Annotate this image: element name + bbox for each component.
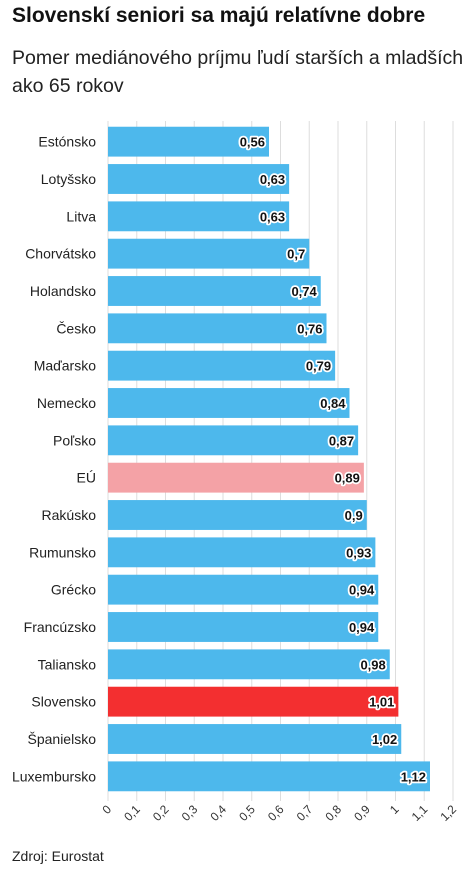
data-label: 0,9 xyxy=(345,508,363,523)
bar xyxy=(108,388,350,418)
bar xyxy=(108,350,336,381)
chart-subtitle: Pomer mediánového príjmu ľudí starších a… xyxy=(12,47,464,97)
bar xyxy=(108,238,310,269)
data-label: 1,02 xyxy=(372,732,397,747)
tick-label: 0,2 xyxy=(150,802,172,824)
chart-title: Slovenskí seniori sa majú relatívne dobr… xyxy=(12,4,426,27)
data-label: 0,89 xyxy=(335,471,360,486)
tick-label: 0,1 xyxy=(121,802,143,824)
data-label: 1,12 xyxy=(401,769,426,784)
bar xyxy=(108,276,321,306)
tick-label: 0,6 xyxy=(265,802,287,824)
category-label: Grécko xyxy=(51,582,96,598)
category-label: Poľsko xyxy=(53,432,96,448)
bar xyxy=(108,462,364,493)
bar xyxy=(108,500,367,530)
data-label: 0,84 xyxy=(320,396,346,411)
category-label: Slovensko xyxy=(31,694,96,710)
category-label: Luxembursko xyxy=(12,768,96,784)
bar xyxy=(108,612,379,642)
bar xyxy=(108,164,290,194)
category-label: Lotyšsko xyxy=(41,171,96,187)
category-label: Litva xyxy=(66,208,96,224)
data-label: 0,87 xyxy=(329,433,354,448)
bar xyxy=(108,126,269,157)
tick-label: 0 xyxy=(99,802,114,817)
data-label: 0,93 xyxy=(346,545,371,560)
bar xyxy=(108,201,290,232)
category-label: Česko xyxy=(56,320,96,336)
category-label: Taliansko xyxy=(38,656,97,672)
bar xyxy=(108,537,376,568)
bar xyxy=(108,724,402,754)
data-label: 0,7 xyxy=(287,247,305,262)
category-label: Rakúsko xyxy=(42,507,97,523)
data-label: 0,98 xyxy=(360,657,385,672)
category-label: Maďarsko xyxy=(34,358,97,374)
tick-label: 1,1 xyxy=(409,802,431,824)
bar xyxy=(108,574,379,605)
category-label: Francúzsko xyxy=(24,619,97,635)
category-label: EÚ xyxy=(77,470,96,486)
data-label: 0,76 xyxy=(297,321,322,336)
bar xyxy=(108,761,430,792)
tick-label: 0,5 xyxy=(236,802,258,824)
source-note: Zdroj: Eurostat xyxy=(12,848,104,864)
tick-label: 0,3 xyxy=(179,802,201,824)
data-label: 1,01 xyxy=(369,695,394,710)
bar xyxy=(108,313,327,344)
category-label: Španielsko xyxy=(28,731,97,747)
category-label: Estónsko xyxy=(38,134,96,150)
data-label: 0,63 xyxy=(260,209,285,224)
tick-label: 0,7 xyxy=(294,802,316,824)
bar xyxy=(108,425,359,456)
tick-label: 0,4 xyxy=(207,802,229,824)
data-label: 0,63 xyxy=(260,172,285,187)
data-label: 0,74 xyxy=(291,284,317,299)
tick-label: 1,2 xyxy=(437,802,459,824)
bar-chart: Estónsko 0,56 Lotyšsko 0,63 Litva 0,63 Chorvát… xyxy=(12,121,459,824)
data-label: 0,79 xyxy=(306,359,331,374)
data-label: 0,56 xyxy=(240,135,265,150)
bar xyxy=(108,686,399,717)
category-label: Rumunsko xyxy=(29,544,96,560)
category-label: Holandsko xyxy=(30,283,96,299)
tick-label: 1 xyxy=(387,802,402,817)
data-label: 0,94 xyxy=(349,583,375,598)
data-label: 0,94 xyxy=(349,620,375,635)
category-label: Chorvátsko xyxy=(25,246,96,262)
tick-label: 0,8 xyxy=(322,802,344,824)
bar xyxy=(108,649,390,680)
category-label: Nemecko xyxy=(37,395,96,411)
tick-label: 0,9 xyxy=(351,802,373,824)
